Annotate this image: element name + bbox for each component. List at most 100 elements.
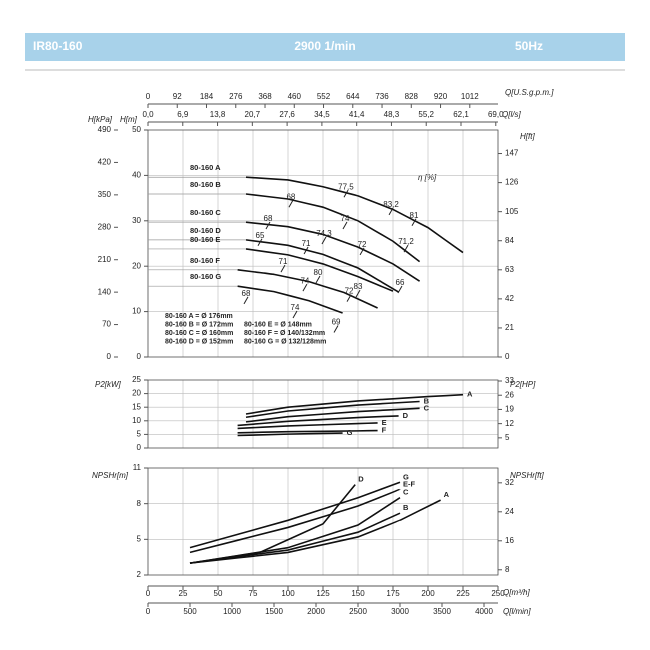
plot-frame: [147, 467, 499, 576]
efficiency-tick: [342, 221, 348, 230]
x-top2-tick-label: 34,5: [314, 110, 330, 119]
efficiency-tick: [343, 189, 349, 198]
x-top-tick-label: 552: [317, 92, 331, 101]
series-label: C: [403, 488, 409, 497]
x-top2-tick-label: 6,9: [177, 110, 189, 119]
series-label: D: [358, 475, 364, 484]
efficiency-tick: [388, 207, 394, 216]
efficiency-label: 69: [332, 318, 341, 327]
y2-title: P2[HP]: [510, 380, 536, 389]
y-title: P2[kW]: [95, 380, 122, 389]
curve: [189, 512, 401, 564]
y-tick-label: 10: [132, 416, 141, 425]
x-top2-tick-label: 41,4: [349, 110, 365, 119]
curve: [245, 407, 420, 423]
x-top-tick-label: 920: [434, 92, 448, 101]
x-tick-label: 25: [179, 589, 188, 598]
model: IR80-160: [33, 39, 83, 53]
series-label: G: [347, 428, 353, 437]
x-tick-label: 250: [491, 589, 505, 598]
x2-tick-label: 2500: [349, 607, 367, 616]
efficiency-tick: [280, 264, 286, 273]
y2-tick-label: 147: [505, 149, 519, 158]
efficiency-label: 74: [341, 214, 350, 223]
y-kpa-tick-label: 490: [98, 125, 112, 134]
efficiency-tick: [355, 289, 361, 298]
series-label: 80-160 B: [190, 180, 221, 189]
y-tick-label: 25: [132, 375, 141, 384]
x2-tick-label: 3500: [433, 607, 451, 616]
curve: [237, 285, 343, 314]
efficiency-label: 83,2: [383, 200, 399, 209]
curve: [245, 239, 400, 293]
diameter-note: 80-160 F = Ø 140/132mm: [244, 330, 325, 337]
efficiency-label: 74: [300, 276, 309, 285]
y2-tick-label: 19: [505, 405, 514, 414]
y-kpa-tick-label: 140: [98, 287, 112, 296]
x-top-tick-label: 460: [288, 92, 302, 101]
series-label: B: [424, 396, 430, 405]
y-tick-label: 5: [137, 430, 142, 439]
plot-frame: [147, 379, 499, 449]
x2-title: Q[l/min]: [503, 607, 531, 616]
x-tick-label: 175: [386, 589, 400, 598]
series-label: C: [424, 403, 430, 412]
speed: 2900 1/min: [294, 39, 355, 53]
curve: [237, 429, 378, 434]
efficiency-label: 65: [256, 231, 265, 240]
y2-tick-label: 32: [505, 478, 514, 487]
efficiency-tick: [321, 236, 327, 245]
x2-tick-label: 1500: [265, 607, 283, 616]
efficiency-label: 81: [410, 211, 419, 220]
x-top-tick-label: 1012: [461, 92, 479, 101]
y-tick-label: 30: [132, 216, 141, 225]
y-title: H[m]: [120, 115, 138, 124]
curve: [237, 269, 378, 309]
diameter-note: 80-160 C = Ø 160mm: [165, 330, 233, 337]
efficiency-label: 77,5: [338, 182, 354, 191]
x2-tick-label: 3000: [391, 607, 409, 616]
y-tick-label: 40: [132, 171, 141, 180]
efficiency-label: 66: [396, 278, 405, 287]
plot-frame: [147, 129, 499, 358]
y-kpa-title: H[kPa]: [88, 115, 113, 124]
x-tick-label: 0: [146, 589, 151, 598]
x-tick-label: 75: [249, 589, 258, 598]
series-label: B: [403, 503, 409, 512]
x-title: Q[m³/h]: [503, 588, 530, 597]
efficiency-label: 71,2: [398, 237, 414, 246]
header-band: [25, 33, 625, 61]
x-top-tick-label: 644: [346, 92, 360, 101]
y-kpa-tick-label: 350: [98, 190, 112, 199]
y-tick-label: 20: [132, 389, 141, 398]
x-top2-tick-label: 62,1: [453, 110, 469, 119]
diameter-note: 80-160 G = Ø 132/128mm: [244, 338, 326, 345]
x-top-tick-label: 0: [146, 92, 151, 101]
y2-tick-label: 26: [505, 390, 514, 399]
x-top-tick-label: 368: [258, 92, 272, 101]
efficiency-tick: [397, 285, 403, 294]
series-label: A: [467, 390, 473, 399]
y2-tick-label: 84: [505, 236, 514, 245]
series-label: 80-160 A: [190, 163, 221, 172]
frequency: 50Hz: [515, 39, 543, 53]
efficiency-tick: [315, 275, 321, 284]
series-label: F: [382, 426, 387, 435]
efficiency-tick: [346, 294, 352, 302]
diameter-note: 80-160 D = Ø 152mm: [165, 338, 233, 345]
efficiency-tick: [403, 244, 409, 253]
series-label: E: [382, 418, 387, 427]
x-top-tick-label: 184: [200, 92, 214, 101]
efficiency-title: η [%]: [418, 173, 437, 182]
series-label: 80-160 F: [190, 256, 220, 265]
series-label: 80-160 C: [190, 208, 221, 217]
efficiency-tick: [303, 246, 309, 255]
y2-tick-label: 8: [505, 565, 510, 574]
x-tick-label: 50: [214, 589, 223, 598]
efficiency-tick: [359, 247, 365, 256]
x2-tick-label: 0: [146, 607, 151, 616]
x-tick-label: 150: [351, 589, 365, 598]
x-top2-tick-label: 27,6: [279, 110, 295, 119]
series-label: E-F: [403, 479, 416, 488]
x2-tick-label: 500: [183, 607, 197, 616]
